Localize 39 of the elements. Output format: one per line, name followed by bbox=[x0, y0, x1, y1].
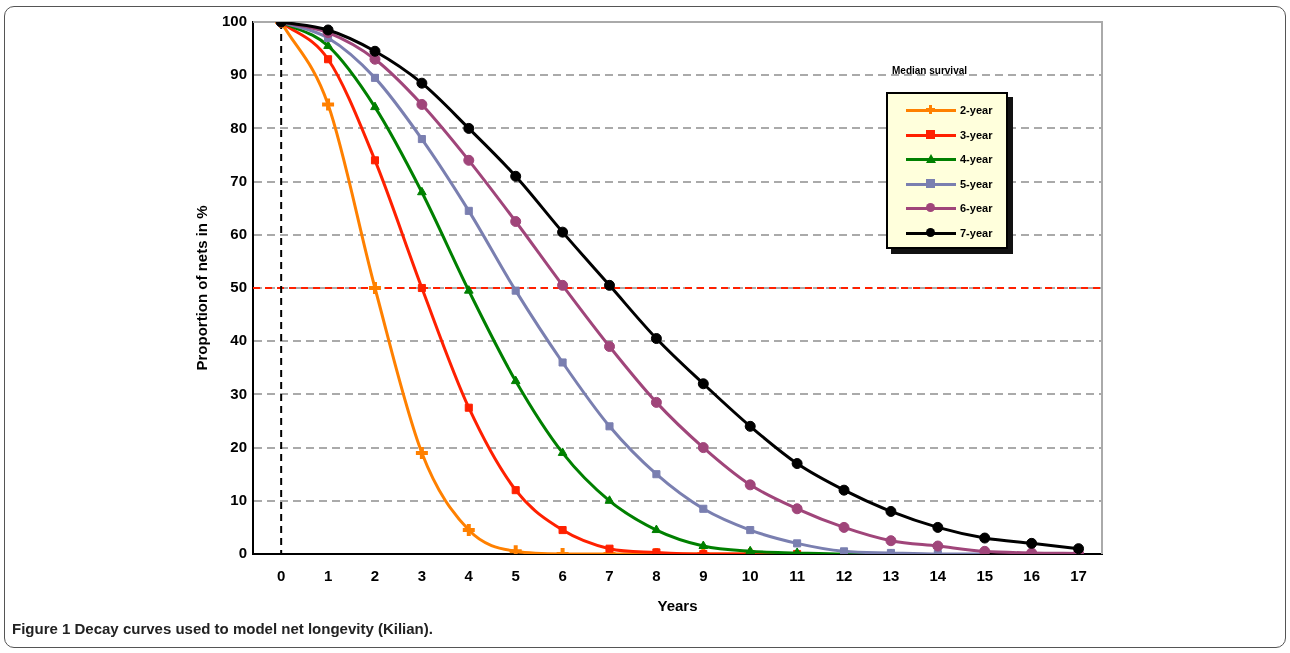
y-tick-label: 90 bbox=[230, 65, 248, 83]
y-tick-label: 10 bbox=[230, 490, 248, 508]
x-tick-label: 9 bbox=[699, 567, 708, 585]
y-axis-title: Proportion of nets in % bbox=[193, 205, 211, 371]
x-tick-label: 10 bbox=[741, 567, 759, 585]
legend-label: 7-year bbox=[960, 226, 993, 239]
x-tick-label: 6 bbox=[558, 567, 567, 585]
y-tick-label: 80 bbox=[230, 118, 248, 136]
y-tick-label: 100 bbox=[222, 12, 248, 30]
y-tick-label: 70 bbox=[230, 171, 248, 189]
y-tick-label: 30 bbox=[230, 384, 248, 402]
legend-title: Median survival bbox=[892, 65, 968, 76]
legend-label: 2-year bbox=[960, 104, 993, 117]
x-tick-label: 12 bbox=[835, 567, 853, 585]
x-tick-label: 4 bbox=[464, 567, 474, 585]
x-tick-label: 14 bbox=[929, 567, 947, 585]
legend-label: 5-year bbox=[960, 177, 993, 190]
x-tick-label: 2 bbox=[370, 567, 380, 585]
x-tick-label: 8 bbox=[652, 567, 661, 585]
y-tick-label: 60 bbox=[230, 224, 248, 242]
x-tick-label: 17 bbox=[1070, 567, 1087, 585]
x-tick-label: 5 bbox=[511, 567, 520, 585]
y-tick-label: 50 bbox=[230, 278, 248, 296]
legend-label: 4-year bbox=[960, 153, 993, 166]
x-tick-label: 1 bbox=[323, 567, 333, 585]
legend-label: 6-year bbox=[960, 202, 993, 215]
x-tick-label: 13 bbox=[882, 567, 900, 585]
x-axis-title: Years bbox=[657, 597, 698, 615]
x-tick-label: 0 bbox=[277, 567, 286, 585]
y-tick-label: 40 bbox=[230, 331, 248, 349]
x-tick-label: 16 bbox=[1023, 567, 1040, 585]
y-tick-label: 20 bbox=[230, 437, 248, 455]
x-tick-label: 11 bbox=[789, 567, 806, 585]
x-tick-label: 15 bbox=[976, 567, 994, 585]
caption: Figure 1 Decay curves used to model net longevity (Kilian). bbox=[12, 620, 433, 637]
x-tick-label: 7 bbox=[605, 567, 614, 585]
legend-label: 3-year bbox=[960, 128, 993, 141]
x-tick-label: 3 bbox=[417, 567, 427, 585]
y-tick-label: 0 bbox=[238, 544, 248, 562]
